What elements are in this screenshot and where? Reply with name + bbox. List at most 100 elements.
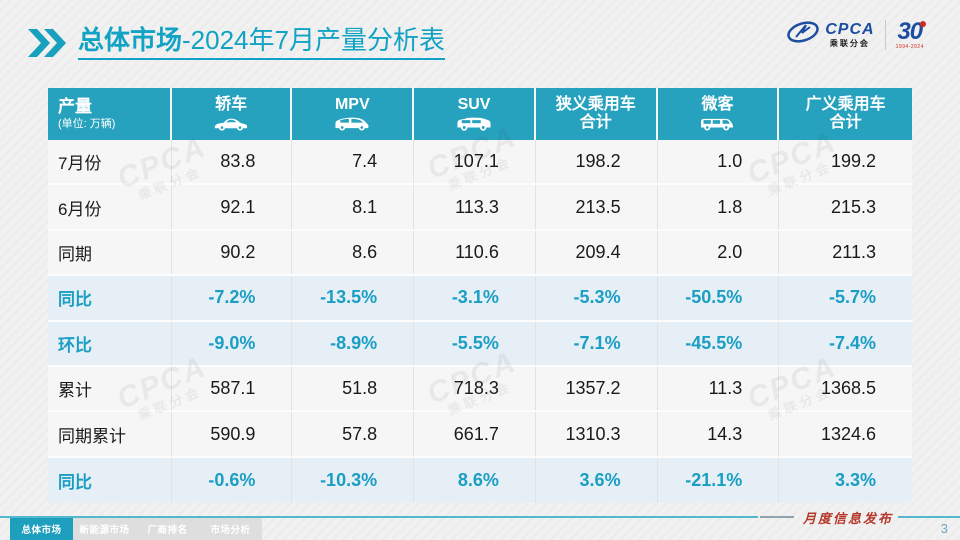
tab-market-analysis[interactable]: 市场分析 xyxy=(210,525,251,536)
cell-value: 83.8 xyxy=(171,140,293,184)
cell-value: 1.0 xyxy=(657,140,780,184)
header-cell-minibus: 微客 xyxy=(657,88,780,140)
header-cell-broad-pv: 广义乘用车 合计 xyxy=(779,88,913,140)
cell-percent: -21.1% xyxy=(657,457,780,504)
header-narrow-pv-label2: 合计 xyxy=(579,114,612,131)
table-row-yoy: 同比 -7.2% -13.5% -3.1% -5.3% -50.5% -5.7% xyxy=(48,276,912,322)
cell-percent: -5.3% xyxy=(535,276,658,320)
tab-overall-market[interactable]: 总体市场 xyxy=(10,518,73,540)
cpca-logo: CPCA 乘联分会 xyxy=(786,20,874,50)
cell-percent: -7.2% xyxy=(171,276,293,320)
table-row-cumulative: 累计 587.1 51.8 718.3 1357.2 11.3 1368.5 xyxy=(48,366,912,413)
header-cell-production: 产量 (单位: 万辆) xyxy=(48,88,172,140)
cell-value: 1.8 xyxy=(657,185,780,229)
footer-divider-line-right xyxy=(898,516,960,518)
cell-percent: -45.5% xyxy=(657,321,780,365)
table-row-july: 7月份 83.8 7.4 107.1 198.2 1.0 199.2 xyxy=(48,140,912,186)
header-broad-pv-label2: 合计 xyxy=(829,114,862,131)
cell-percent: -50.5% xyxy=(657,276,780,320)
footer-tab-bar: 总体市场 新能源市场 厂商排名 市场分析 xyxy=(10,518,262,540)
cell-value: 8.1 xyxy=(292,185,415,229)
suv-icon xyxy=(455,114,493,132)
cell-value: 587.1 xyxy=(171,366,293,411)
header-production-unit: (单位: 万辆) xyxy=(58,118,116,131)
cell-percent: -10.3% xyxy=(292,457,415,504)
logo-divider xyxy=(884,20,886,50)
cell-percent: -9.0% xyxy=(171,321,293,365)
cell-value: 590.9 xyxy=(171,412,293,456)
cell-percent: -0.6% xyxy=(171,457,293,504)
cpca-subtitle: 乘联分会 xyxy=(829,39,870,48)
anniversary-number: 30 xyxy=(897,18,923,45)
minibus-icon xyxy=(698,114,736,132)
row-label: 同比 xyxy=(48,457,172,504)
header-cell-narrow-pv: 狭义乘用车 合计 xyxy=(535,88,658,140)
mpv-icon xyxy=(333,114,371,132)
cpca-logo-text: CPCA 乘联分会 xyxy=(825,22,874,48)
cell-percent: -13.5% xyxy=(292,276,415,320)
cell-value: 215.3 xyxy=(779,185,912,229)
header-sedan-label: 轿车 xyxy=(215,96,248,114)
row-label: 同期累计 xyxy=(48,412,172,456)
cell-value: 107.1 xyxy=(414,140,536,184)
anniversary-30-logo: 30 1994-2024 xyxy=(895,18,926,50)
footer-divider-line xyxy=(0,516,758,518)
cell-value: 661.7 xyxy=(414,412,536,456)
page-number: 3 xyxy=(940,521,948,536)
cell-value: 209.4 xyxy=(535,230,658,275)
row-label: 同期 xyxy=(48,230,172,275)
footer-caption: 月度信息发布 xyxy=(802,511,893,526)
production-table: 产量 (单位: 万辆) 轿车 MPV xyxy=(48,88,913,504)
page-title: 总体市场-2024年7月产量分析表 xyxy=(78,26,445,60)
cpca-acronym: CPCA xyxy=(825,21,875,38)
cell-value: 113.3 xyxy=(414,185,536,229)
cell-value: 57.8 xyxy=(292,412,415,456)
header-cell-suv: SUV xyxy=(414,88,536,140)
header-cell-mpv: MPV xyxy=(292,88,415,140)
cell-value: 110.6 xyxy=(414,230,536,275)
header-production-label: 产量 xyxy=(58,96,92,116)
cell-value: 90.2 xyxy=(171,230,293,275)
cell-percent: 3.6% xyxy=(535,457,658,504)
cell-percent: -8.9% xyxy=(292,321,415,365)
anniversary-years: 1994-2024 xyxy=(895,44,924,50)
cell-value: 718.3 xyxy=(414,366,536,411)
tab-manufacturer-ranking[interactable]: 厂商排名 xyxy=(147,525,188,536)
row-label: 7月份 xyxy=(48,140,172,184)
cell-value: 92.1 xyxy=(171,185,293,229)
cell-value: 211.3 xyxy=(779,230,912,275)
double-chevron-icon xyxy=(28,28,68,57)
cell-value: 7.4 xyxy=(292,140,415,184)
row-label: 环比 xyxy=(48,321,172,365)
title-row: 总体市场-2024年7月产量分析表 xyxy=(28,26,445,60)
cell-percent: -5.7% xyxy=(779,276,912,320)
header-narrow-pv-label: 狭义乘用车 xyxy=(555,95,636,113)
row-label: 同比 xyxy=(48,276,172,320)
footer-caption-dash xyxy=(760,516,794,518)
cell-value: 8.6 xyxy=(292,230,415,275)
header-cell-sedan: 轿车 xyxy=(171,88,293,140)
cell-percent: -7.1% xyxy=(535,321,658,365)
anniversary-dot-icon xyxy=(920,21,926,27)
table-row-june: 6月份 92.1 8.1 113.3 213.5 1.8 215.3 xyxy=(48,185,912,231)
header-mpv-label: MPV xyxy=(334,95,370,113)
table-row-cumulative-same-period: 同期累计 590.9 57.8 661.7 1310.3 14.3 1324.6 xyxy=(48,412,912,458)
logo-box: CPCA 乘联分会 30 1994-2024 xyxy=(786,18,926,50)
cell-value: 11.3 xyxy=(657,366,780,411)
header-broad-pv-label: 广义乘用车 xyxy=(805,95,886,113)
table-row-cumulative-yoy: 同比 -0.6% -10.3% 8.6% 3.6% -21.1% 3.3% xyxy=(48,457,912,504)
sedan-icon xyxy=(213,115,249,132)
cell-value: 198.2 xyxy=(535,140,658,184)
cell-percent: -5.5% xyxy=(414,321,536,365)
page-title-prefix: 总体市场 xyxy=(78,25,183,55)
cell-value: 14.3 xyxy=(657,412,780,456)
cell-value: 1310.3 xyxy=(535,412,658,456)
cell-value: 1324.6 xyxy=(779,412,912,456)
tab-new-energy-market[interactable]: 新能源市场 xyxy=(79,525,130,536)
cell-value: 1368.5 xyxy=(779,366,912,411)
cell-value: 1357.2 xyxy=(535,366,658,411)
row-label: 6月份 xyxy=(48,185,172,229)
page-title-suffix: -2024年7月产量分析表 xyxy=(182,25,445,55)
cpca-swoosh-icon xyxy=(786,20,820,50)
